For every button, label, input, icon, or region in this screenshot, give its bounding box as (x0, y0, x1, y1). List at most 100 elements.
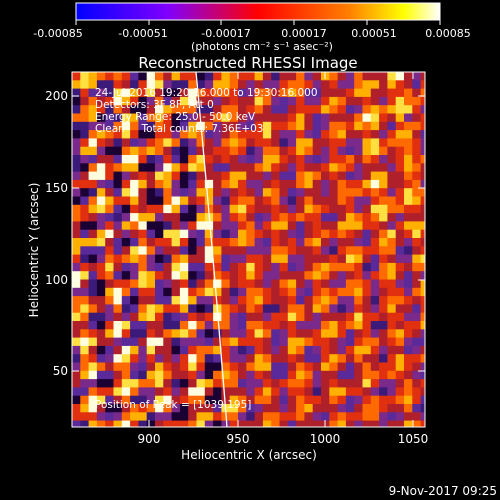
image-pixel (96, 312, 106, 322)
image-pixel (379, 312, 388, 322)
image-pixel (362, 121, 372, 131)
image-pixel (238, 72, 247, 81)
image-pixel (387, 213, 397, 222)
colorbar (75, 2, 441, 21)
image-pixel (420, 329, 425, 338)
image-pixel (395, 412, 405, 421)
image-pixel (221, 312, 231, 322)
image-pixel (80, 404, 89, 413)
image-pixel (420, 337, 425, 347)
image-pixel (412, 229, 421, 239)
image-pixel (329, 312, 338, 322)
image-pixel (96, 412, 106, 421)
image-pixel (163, 113, 172, 123)
image-pixel (138, 354, 148, 363)
image-pixel (229, 262, 239, 272)
image-pixel (213, 387, 222, 397)
image-pixel (354, 80, 363, 89)
image-pixel (155, 304, 164, 314)
image-pixel (121, 188, 131, 197)
image-pixel (155, 287, 164, 297)
image-pixel (321, 329, 330, 338)
image-pixel (146, 80, 156, 89)
image-pixel (387, 304, 397, 314)
image-pixel (80, 362, 89, 372)
image-pixel (188, 304, 197, 314)
image-pixel (271, 121, 280, 131)
image-pixel (105, 329, 114, 338)
image-pixel (238, 171, 247, 181)
image-pixel (171, 163, 181, 172)
image-pixel (96, 179, 106, 189)
image-title: Reconstructed RHESSI Image (138, 54, 357, 72)
image-pixel (138, 72, 148, 81)
image-pixel (404, 279, 413, 289)
image-pixel (113, 304, 123, 314)
image-pixel (304, 179, 314, 189)
image-pixel (362, 246, 372, 255)
image-pixel (204, 329, 214, 338)
image-pixel (72, 387, 81, 397)
image-pixel (138, 412, 148, 421)
image-pixel (304, 387, 314, 397)
image-pixel (246, 404, 255, 413)
image-pixel (337, 362, 347, 372)
image-pixel (345, 404, 355, 413)
image-pixel (304, 130, 314, 139)
image-pixel (345, 113, 355, 123)
image-pixel (254, 188, 264, 197)
image-pixel (246, 262, 255, 272)
image-pixel (171, 188, 181, 197)
image-pixel (271, 246, 280, 255)
image-pixel (130, 96, 139, 106)
image-pixel (146, 387, 156, 397)
image-pixel (163, 354, 172, 363)
image-pixel (130, 262, 139, 272)
image-pixel (146, 229, 156, 239)
image-pixel (254, 337, 264, 347)
image-pixel (229, 246, 239, 255)
image-pixel (254, 262, 264, 272)
image-pixel (254, 329, 264, 338)
image-pixel (88, 146, 98, 156)
image-pixel (395, 146, 405, 156)
image-pixel (337, 113, 347, 123)
image-pixel (370, 188, 380, 197)
image-pixel (254, 412, 264, 421)
image-pixel (155, 204, 164, 214)
image-pixel (254, 246, 264, 255)
image-pixel (121, 420, 131, 427)
image-pixel (304, 246, 314, 255)
image-pixel (229, 345, 239, 355)
image-pixel (304, 146, 314, 156)
image-pixel (271, 412, 280, 421)
image-pixel (246, 121, 255, 131)
image-pixel (72, 246, 81, 255)
image-pixel (262, 287, 272, 297)
image-pixel (138, 163, 148, 172)
image-pixel (213, 370, 222, 380)
image-pixel (312, 395, 322, 405)
image-pixel (163, 271, 172, 280)
image-pixel (304, 287, 314, 297)
image-pixel (354, 387, 363, 397)
image-pixel (138, 304, 148, 314)
image-pixel (304, 304, 314, 314)
image-pixel (229, 304, 239, 314)
image-pixel (204, 279, 214, 289)
image-pixel (345, 412, 355, 421)
image-pixel (271, 362, 280, 372)
image-pixel (179, 345, 189, 355)
image-pixel (395, 130, 405, 139)
image-pixel (262, 304, 272, 314)
image-pixel (395, 271, 405, 280)
image-pixel (155, 379, 164, 388)
image-pixel (321, 354, 330, 363)
image-pixel (279, 345, 289, 355)
image-pixel (329, 171, 338, 181)
image-pixel (279, 246, 289, 255)
image-pixel (179, 395, 189, 405)
image-pixel (146, 271, 156, 280)
image-pixel (354, 296, 363, 305)
image-pixel (354, 163, 363, 172)
